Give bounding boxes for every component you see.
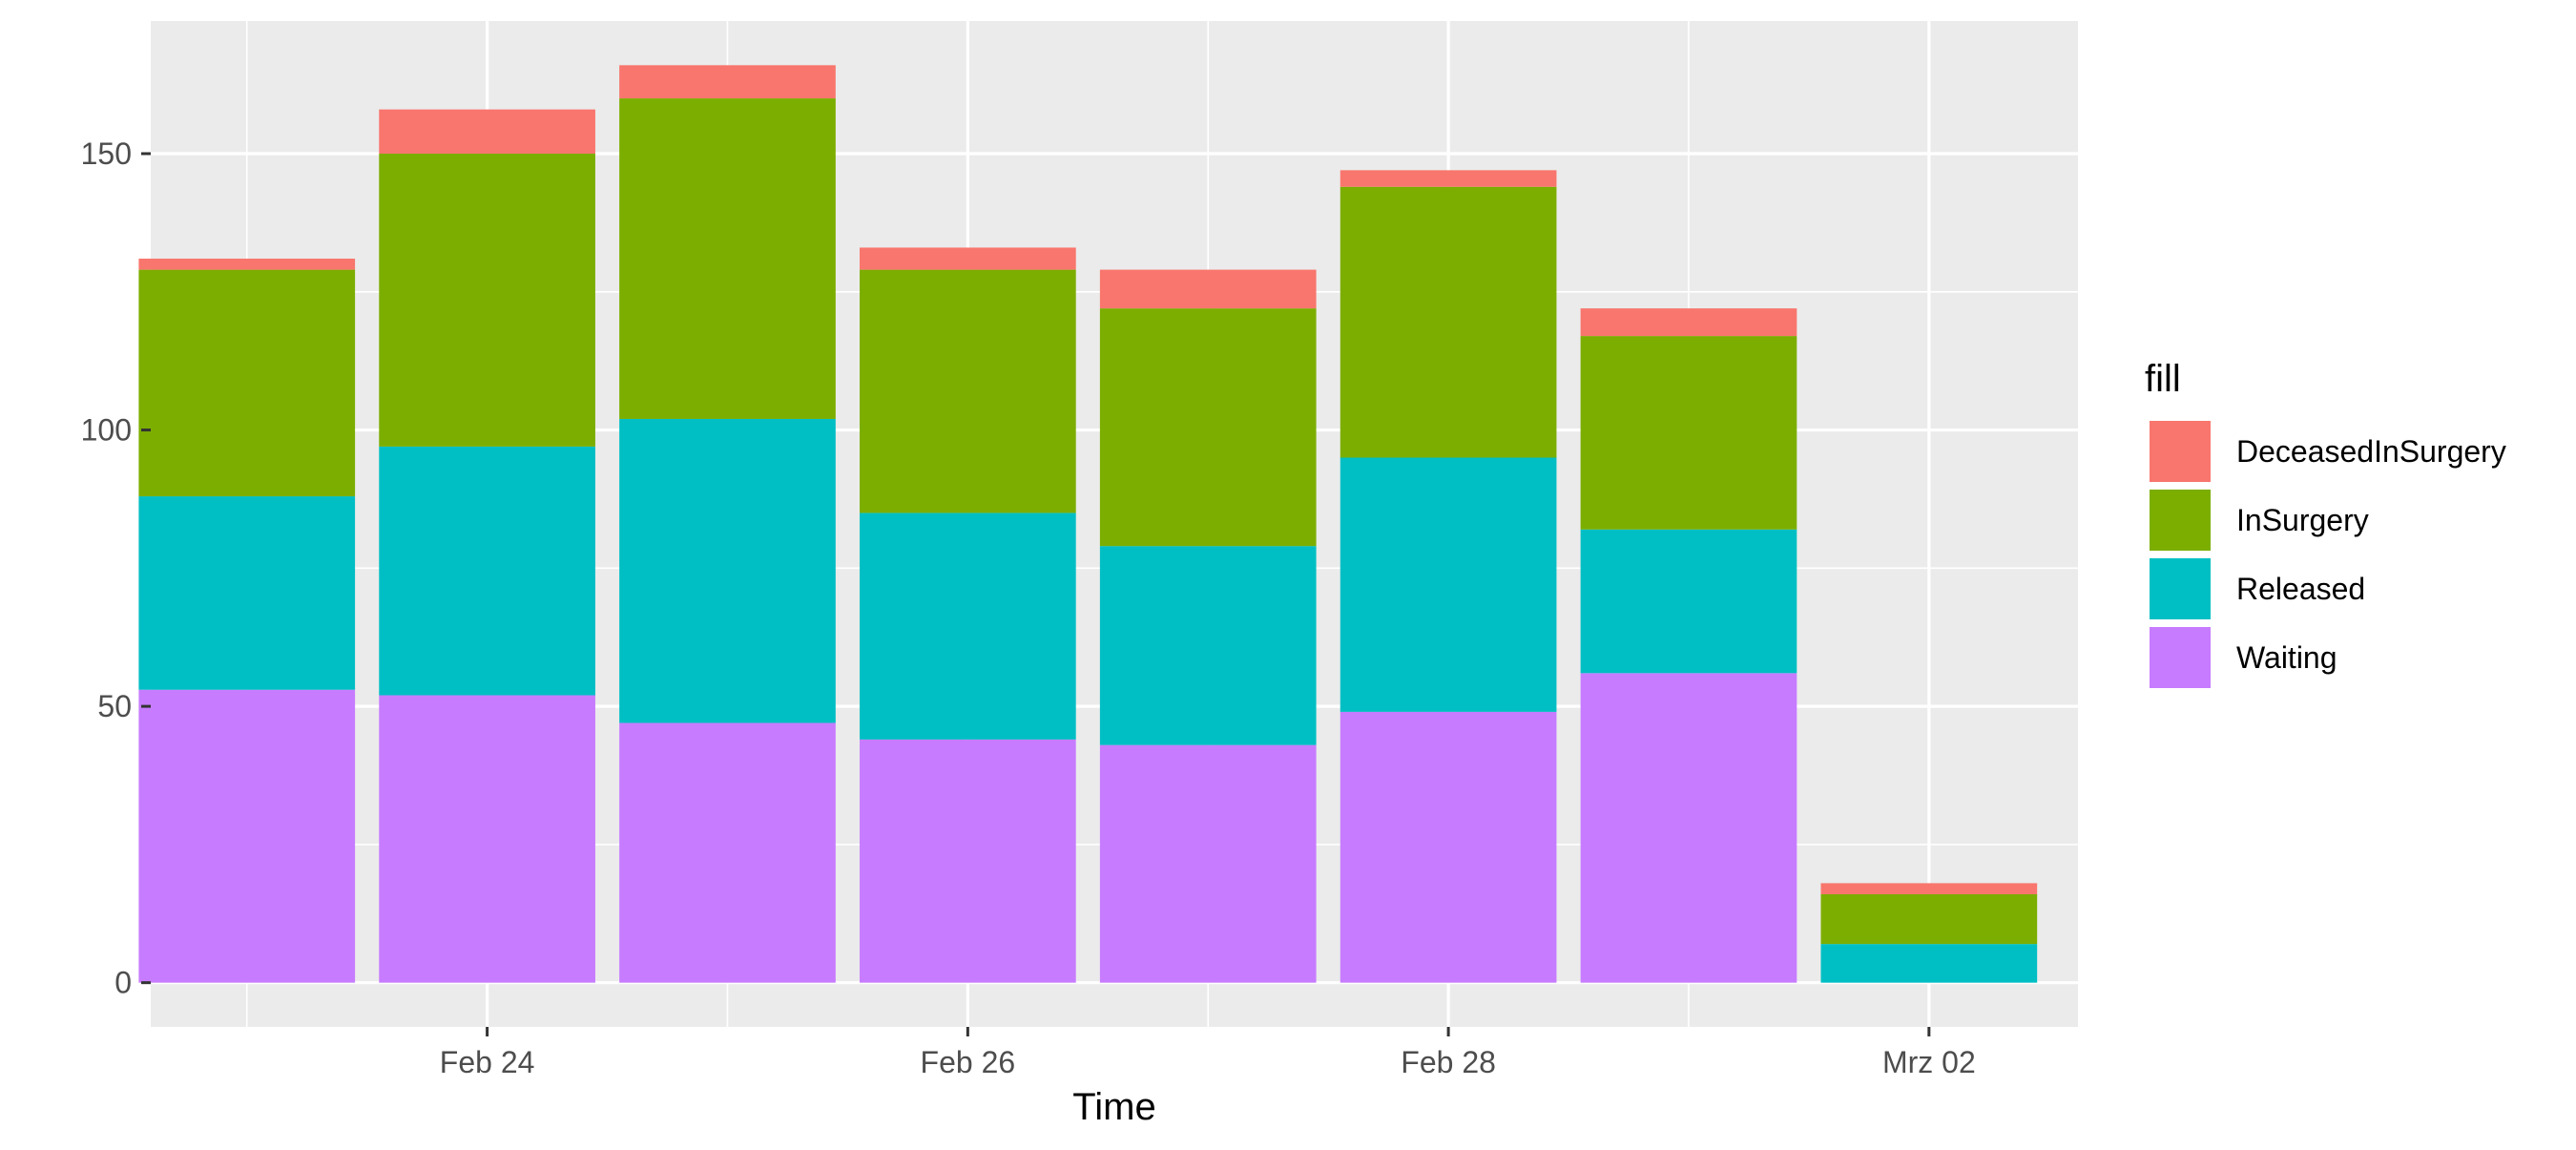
x-tick-label: Mrz 02 <box>1882 1045 1976 1079</box>
bar-segment <box>138 259 356 270</box>
bar-segment <box>1820 894 2038 945</box>
bar-segment <box>138 689 356 983</box>
legend-key <box>2148 419 2212 484</box>
bar-segment <box>138 269 356 497</box>
bar-segment <box>619 722 836 983</box>
axes: 0 50 100 150 Feb 24 Feb 26 Feb 28 Mrz 02 <box>81 136 1976 1079</box>
x-tick-label: Feb 28 <box>1401 1045 1496 1079</box>
bar-segment <box>1340 457 1557 712</box>
bar-segment <box>1580 673 1797 983</box>
bar-segment <box>379 446 595 696</box>
bar-segment <box>619 98 836 419</box>
legend-label: InSurgery <box>2236 503 2369 537</box>
bar-segment <box>619 65 836 99</box>
bar-segment <box>1580 336 1797 530</box>
legend-title: fill <box>2145 358 2181 400</box>
y-tick-label: 0 <box>114 966 132 1000</box>
bar-segment <box>1340 170 1557 187</box>
y-tick-label: 100 <box>81 413 132 448</box>
bar-segment <box>860 269 1076 513</box>
bar-segment <box>379 695 595 983</box>
bar-segment <box>860 247 1076 270</box>
bar-segment <box>379 153 595 447</box>
x-tick-label: Feb 24 <box>440 1045 535 1079</box>
bars <box>138 65 2038 983</box>
bar-segment <box>138 496 356 690</box>
legend-label: Released <box>2236 572 2365 606</box>
legend-key <box>2148 488 2212 553</box>
legend-key <box>2148 625 2212 690</box>
legend-key <box>2148 556 2212 621</box>
bar-segment <box>1820 944 2038 983</box>
bar-segment <box>860 739 1076 983</box>
bar-segment <box>1099 308 1317 547</box>
bar-segment <box>1099 546 1317 745</box>
bar-segment <box>1580 308 1797 337</box>
legend: fill DeceasedInSurgery InSurgery Released W… <box>2145 358 2506 690</box>
legend-label: Waiting <box>2236 640 2337 675</box>
x-tick-label: Feb 26 <box>921 1045 1016 1079</box>
legend-label: DeceasedInSurgery <box>2236 434 2506 469</box>
y-tick-label: 50 <box>97 689 132 723</box>
bar-segment <box>379 109 595 154</box>
y-tick-label: 150 <box>81 136 132 171</box>
bar-segment <box>619 418 836 723</box>
bar-segment <box>1820 883 2038 895</box>
bar-segment <box>1340 711 1557 983</box>
bar-segment <box>860 512 1076 740</box>
bar-segment <box>1099 744 1317 983</box>
bar-segment <box>1580 529 1797 674</box>
bar-segment <box>1099 269 1317 309</box>
x-axis-title: Time <box>1072 1086 1155 1128</box>
bar-segment <box>1340 186 1557 458</box>
